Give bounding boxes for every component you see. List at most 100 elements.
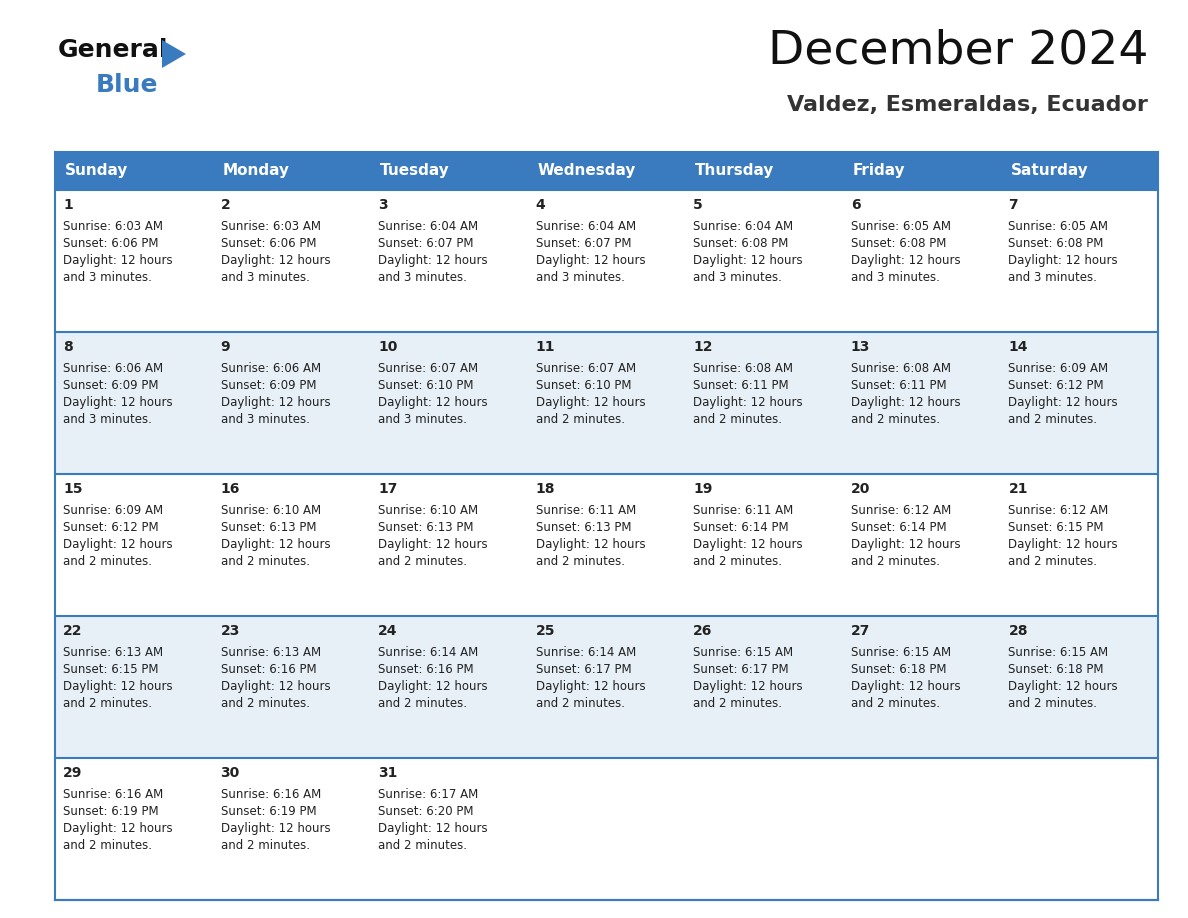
Text: and 3 minutes.: and 3 minutes. (694, 271, 782, 284)
Text: 2: 2 (221, 198, 230, 212)
Text: Sunrise: 6:17 AM: Sunrise: 6:17 AM (378, 788, 479, 801)
Text: Daylight: 12 hours: Daylight: 12 hours (851, 680, 960, 693)
Text: Sunrise: 6:06 AM: Sunrise: 6:06 AM (221, 362, 321, 375)
Text: 24: 24 (378, 624, 398, 638)
Text: Daylight: 12 hours: Daylight: 12 hours (63, 254, 172, 267)
Text: and 3 minutes.: and 3 minutes. (378, 271, 467, 284)
Bar (55, 332, 213, 474)
Text: and 2 minutes.: and 2 minutes. (694, 413, 782, 426)
Text: Sunrise: 6:07 AM: Sunrise: 6:07 AM (536, 362, 636, 375)
Bar (213, 758, 371, 900)
Text: Daylight: 12 hours: Daylight: 12 hours (221, 254, 330, 267)
Text: and 2 minutes.: and 2 minutes. (63, 555, 152, 568)
Bar (527, 190, 685, 332)
Text: Blue: Blue (96, 73, 158, 97)
Text: 30: 30 (221, 766, 240, 780)
Text: Sunset: 6:17 PM: Sunset: 6:17 PM (536, 663, 631, 676)
Text: 17: 17 (378, 482, 398, 496)
Text: Daylight: 12 hours: Daylight: 12 hours (221, 680, 330, 693)
Text: and 2 minutes.: and 2 minutes. (851, 555, 940, 568)
Text: Sunset: 6:14 PM: Sunset: 6:14 PM (694, 521, 789, 534)
Bar (1000, 190, 1158, 332)
Text: Sunset: 6:06 PM: Sunset: 6:06 PM (221, 237, 316, 250)
Bar (1000, 616, 1158, 758)
Text: Daylight: 12 hours: Daylight: 12 hours (378, 822, 488, 835)
Text: 6: 6 (851, 198, 860, 212)
Bar (527, 758, 685, 900)
Text: Daylight: 12 hours: Daylight: 12 hours (536, 680, 645, 693)
Bar (1000, 332, 1158, 474)
Text: Sunset: 6:20 PM: Sunset: 6:20 PM (378, 805, 474, 818)
Text: Sunset: 6:13 PM: Sunset: 6:13 PM (378, 521, 474, 534)
Text: and 2 minutes.: and 2 minutes. (378, 697, 467, 710)
Text: Daylight: 12 hours: Daylight: 12 hours (851, 254, 960, 267)
Text: Daylight: 12 hours: Daylight: 12 hours (63, 680, 172, 693)
Bar (527, 474, 685, 616)
Text: Sunset: 6:15 PM: Sunset: 6:15 PM (1009, 521, 1104, 534)
Bar (1000, 758, 1158, 900)
Text: Sunset: 6:14 PM: Sunset: 6:14 PM (851, 521, 947, 534)
Text: 13: 13 (851, 340, 871, 354)
Text: Wednesday: Wednesday (538, 163, 636, 178)
Text: Daylight: 12 hours: Daylight: 12 hours (378, 538, 488, 551)
Text: Sunset: 6:06 PM: Sunset: 6:06 PM (63, 237, 158, 250)
Text: 25: 25 (536, 624, 555, 638)
Text: and 3 minutes.: and 3 minutes. (851, 271, 940, 284)
Text: Daylight: 12 hours: Daylight: 12 hours (63, 396, 172, 409)
Text: Monday: Monday (222, 163, 290, 178)
Text: Sunrise: 6:08 AM: Sunrise: 6:08 AM (851, 362, 950, 375)
Text: Sunrise: 6:13 AM: Sunrise: 6:13 AM (63, 646, 163, 659)
Text: Daylight: 12 hours: Daylight: 12 hours (221, 822, 330, 835)
Text: Daylight: 12 hours: Daylight: 12 hours (1009, 680, 1118, 693)
Text: and 2 minutes.: and 2 minutes. (378, 839, 467, 852)
Text: Sunrise: 6:11 AM: Sunrise: 6:11 AM (694, 504, 794, 517)
Text: Sunset: 6:15 PM: Sunset: 6:15 PM (63, 663, 158, 676)
Text: 7: 7 (1009, 198, 1018, 212)
Text: Sunrise: 6:12 AM: Sunrise: 6:12 AM (1009, 504, 1108, 517)
Text: Sunrise: 6:04 AM: Sunrise: 6:04 AM (378, 220, 479, 233)
Text: and 2 minutes.: and 2 minutes. (63, 697, 152, 710)
Text: Daylight: 12 hours: Daylight: 12 hours (1009, 538, 1118, 551)
Text: 1: 1 (63, 198, 72, 212)
Text: Sunset: 6:19 PM: Sunset: 6:19 PM (63, 805, 159, 818)
Text: and 2 minutes.: and 2 minutes. (63, 839, 152, 852)
Text: Sunset: 6:19 PM: Sunset: 6:19 PM (221, 805, 316, 818)
Text: Sunset: 6:11 PM: Sunset: 6:11 PM (851, 379, 947, 392)
Bar (213, 616, 371, 758)
Text: Daylight: 12 hours: Daylight: 12 hours (221, 538, 330, 551)
Polygon shape (162, 40, 187, 68)
Text: 3: 3 (378, 198, 387, 212)
Text: Sunrise: 6:16 AM: Sunrise: 6:16 AM (221, 788, 321, 801)
Text: Daylight: 12 hours: Daylight: 12 hours (221, 396, 330, 409)
Text: 27: 27 (851, 624, 871, 638)
Text: December 2024: December 2024 (767, 28, 1148, 73)
Text: Sunrise: 6:15 AM: Sunrise: 6:15 AM (851, 646, 950, 659)
Text: and 3 minutes.: and 3 minutes. (221, 413, 309, 426)
Bar (55, 616, 213, 758)
Text: Daylight: 12 hours: Daylight: 12 hours (378, 680, 488, 693)
Text: and 2 minutes.: and 2 minutes. (1009, 413, 1098, 426)
Text: and 2 minutes.: and 2 minutes. (221, 839, 310, 852)
Bar (685, 758, 842, 900)
Bar (685, 616, 842, 758)
Text: Daylight: 12 hours: Daylight: 12 hours (851, 538, 960, 551)
Text: Sunset: 6:07 PM: Sunset: 6:07 PM (536, 237, 631, 250)
Bar (371, 190, 527, 332)
Bar (55, 190, 213, 332)
Text: 5: 5 (694, 198, 703, 212)
Text: and 3 minutes.: and 3 minutes. (63, 271, 152, 284)
Text: Sunset: 6:13 PM: Sunset: 6:13 PM (536, 521, 631, 534)
Text: and 2 minutes.: and 2 minutes. (1009, 555, 1098, 568)
Text: 31: 31 (378, 766, 398, 780)
Text: 15: 15 (63, 482, 82, 496)
Text: Sunset: 6:16 PM: Sunset: 6:16 PM (378, 663, 474, 676)
Text: Daylight: 12 hours: Daylight: 12 hours (1009, 254, 1118, 267)
Text: Sunset: 6:07 PM: Sunset: 6:07 PM (378, 237, 474, 250)
Text: 29: 29 (63, 766, 82, 780)
Bar (213, 190, 371, 332)
Text: Sunrise: 6:08 AM: Sunrise: 6:08 AM (694, 362, 794, 375)
Bar (527, 616, 685, 758)
Bar (685, 190, 842, 332)
Bar (213, 474, 371, 616)
Bar (842, 758, 1000, 900)
